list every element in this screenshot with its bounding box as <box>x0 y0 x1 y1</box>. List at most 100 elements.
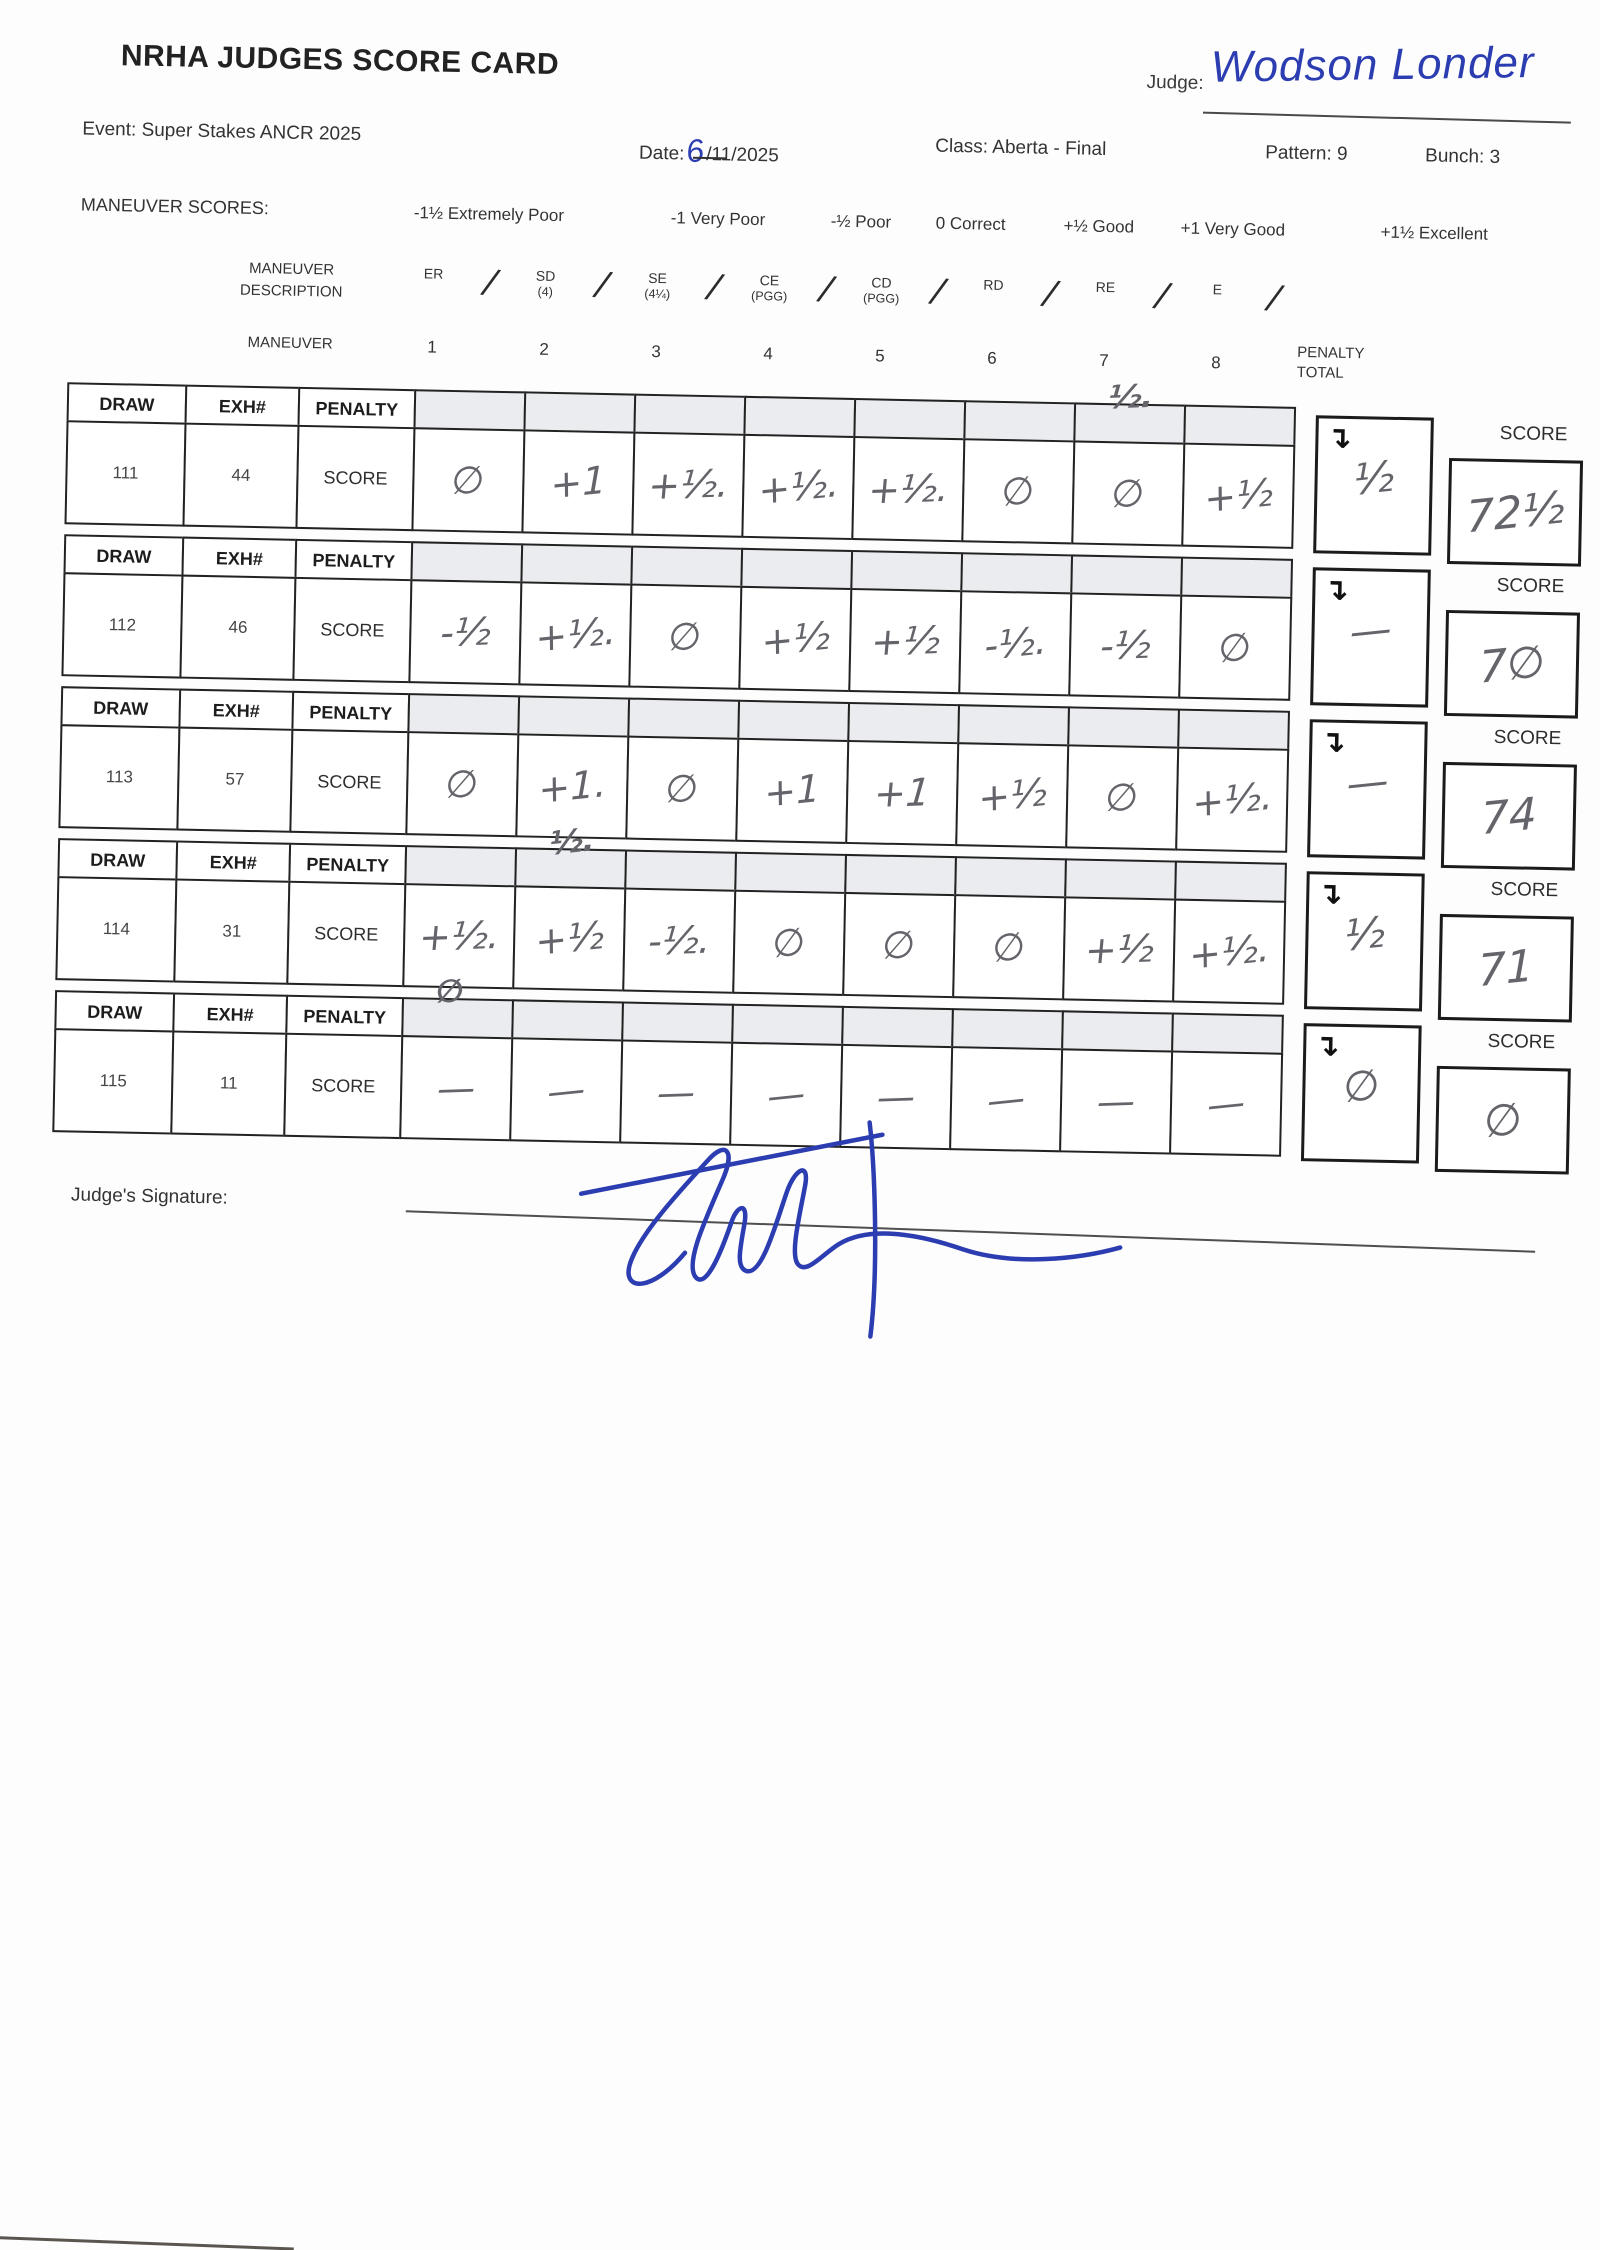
score-handwriting: -½. <box>983 618 1047 669</box>
maneuver-description-cell: SE (4¼) <box>601 269 714 303</box>
maneuver-score-cell: +½ <box>955 742 1070 849</box>
final-score-cell: 72½ <box>1446 457 1584 567</box>
bunch-value: 3 <box>1489 146 1501 168</box>
maneuver-score-cell: +½. <box>1172 898 1287 1005</box>
score-body-row: 114 31 SCORE +½. +½ -½. ∅ ∅ ∅ +½ +½. <box>55 876 1287 1005</box>
class-field: Class: Aberta - Final <box>935 136 1106 161</box>
score-handwriting: ∅ <box>1001 467 1036 516</box>
maneuver-score-cell: — <box>1169 1050 1284 1157</box>
score-handwriting: +½. <box>757 460 839 514</box>
legend-item: +½ Good <box>1063 216 1135 237</box>
score-column-label: SCORE <box>1487 1030 1556 1054</box>
score-handwriting: +1 <box>872 770 933 817</box>
final-score-cell: 74 <box>1440 761 1577 871</box>
score-handwriting: +½ <box>760 613 830 665</box>
exh-value: 57 <box>176 726 294 833</box>
maneuver-scores-label: MANEUVER SCORES: <box>80 194 270 219</box>
row-score-label: SCORE <box>283 1032 404 1140</box>
final-score-value: 74 <box>1480 787 1538 845</box>
score-handwriting: -½ <box>1098 622 1153 669</box>
maneuver-score-cell: +½. <box>1175 746 1290 853</box>
judge-signature-ink <box>578 1120 1123 1339</box>
row-score-label: SCORE <box>286 880 407 988</box>
maneuver-score-cell: — <box>399 1035 514 1142</box>
penalty-total-cell: ↴ ∅ <box>1300 1023 1422 1164</box>
final-score-cell: 7∅ <box>1443 609 1581 719</box>
maneuver-score-cell: +½. <box>518 581 633 688</box>
score-handwriting: ∅ <box>880 922 918 968</box>
final-score-cell: 71 <box>1437 913 1574 1023</box>
maneuver-score-cell: ∅ <box>625 735 740 842</box>
score-column-label: SCORE <box>1493 726 1562 750</box>
event-label: Event: <box>82 118 137 141</box>
judge-name-handwriting: Wodson Londer <box>1210 37 1535 92</box>
maneuver-score-cell: +½ <box>738 585 853 693</box>
maneuver-description-cell: E <box>1161 280 1273 299</box>
score-handwriting: +½ <box>977 769 1047 821</box>
maneuver-number: 8 <box>1211 353 1221 373</box>
score-blocks: DRAW EXH# PENALTY ½. 111 44 SCORE ∅ +1 +½.… <box>0 0 1600 1175</box>
score-handwriting: ∅ <box>1103 774 1141 821</box>
bunch-field: Bunch: 3 <box>1425 145 1500 169</box>
maneuver-number: 4 <box>763 344 773 364</box>
maneuver-score-cell: +½. <box>631 431 746 538</box>
maneuver-code-sub: (4¼) <box>644 286 671 302</box>
final-score-value: 72½ <box>1465 481 1565 543</box>
penalty-total-arrow-icon: ↴ <box>1326 421 1352 456</box>
row-score-label: SCORE <box>289 728 410 836</box>
score-handwriting: +½. <box>534 608 616 661</box>
judge-label: Judge: <box>1146 71 1204 94</box>
maneuver-score-cell: -½. <box>622 887 737 994</box>
score-handwriting: +½. <box>1191 773 1273 826</box>
class-value: Aberta - Final <box>992 136 1107 161</box>
maneuver-scores-legend: -1½ Extremely Poor -1 Very Poor -½ Poor 0 C… <box>0 0 1600 244</box>
maneuver-score-cell: +½. <box>851 436 966 543</box>
penalty-total-cell: ↴ — <box>1307 719 1428 860</box>
penalty-total-label: PENALTY TOTAL <box>1296 343 1365 382</box>
maneuver-description-cell: CE (PGG) <box>713 271 826 305</box>
maneuver-number: 7 <box>1099 350 1109 371</box>
maneuver-score-cell: -½ <box>408 579 523 686</box>
row-score-label: SCORE <box>295 424 416 532</box>
penalty-handwriting: ½. <box>549 820 595 863</box>
exh-value: 31 <box>173 878 291 985</box>
exh-value: 46 <box>179 574 297 681</box>
draw-value: 115 <box>52 1028 175 1135</box>
date-label: Date: <box>638 142 685 165</box>
score-handwriting: +½. <box>416 912 502 960</box>
maneuver-code-sub: (PGG) <box>751 288 788 304</box>
score-body-row: 111 44 SCORE ∅ +1 +½. +½. +½. ∅ ∅ +½ <box>64 420 1296 549</box>
page-title: NRHA JUDGES SCORE CARD <box>120 39 560 82</box>
legend-item: -1½ Extremely Poor <box>413 203 565 226</box>
maneuver-score-cell: ∅ <box>1065 744 1180 851</box>
score-column-label: SCORE <box>1496 574 1565 598</box>
maneuver-label: MANEUVER <box>247 333 333 353</box>
score-handwriting: — <box>435 1065 478 1111</box>
score-handwriting: +½ <box>1082 926 1156 973</box>
score-column-label: SCORE <box>1490 878 1559 902</box>
maneuver-code: E <box>1212 281 1223 298</box>
maneuver-score-cell: +½ <box>512 885 627 992</box>
score-row-block: DRAW EXH# PENALTY 112 46 SCORE -½ +½. ∅ +½ +… <box>61 534 1600 719</box>
date-field: Date:6/11/2025 <box>639 130 779 170</box>
score-handwriting: ∅ <box>772 919 807 967</box>
pattern-label: Pattern: <box>1264 142 1332 165</box>
score-handwriting: ∅ <box>992 923 1026 972</box>
maneuver-score-cell: ∅ <box>1071 440 1186 547</box>
maneuver-score-cell: +½ <box>1181 442 1296 549</box>
exh-value: 44 <box>182 422 300 529</box>
maneuver-score-cell: +½ <box>848 587 963 695</box>
legend-item: -1 Very Poor <box>670 208 766 230</box>
score-handwriting: +½ <box>868 617 942 665</box>
event-value: Super Stakes ANCR 2025 <box>141 119 362 146</box>
score-handwriting: +1. <box>538 760 607 812</box>
maneuver-score-cell: ∅ <box>952 894 1067 1001</box>
maneuver-score-cell: -½. <box>958 590 1073 697</box>
legend-item: -½ Poor <box>830 211 892 232</box>
penalty-total-arrow-icon: ↴ <box>1320 725 1346 759</box>
maneuver-score-cell: +½. <box>741 433 856 541</box>
draw-value: 113 <box>58 724 181 831</box>
penalty-total-arrow-icon: ↴ <box>1323 573 1349 607</box>
